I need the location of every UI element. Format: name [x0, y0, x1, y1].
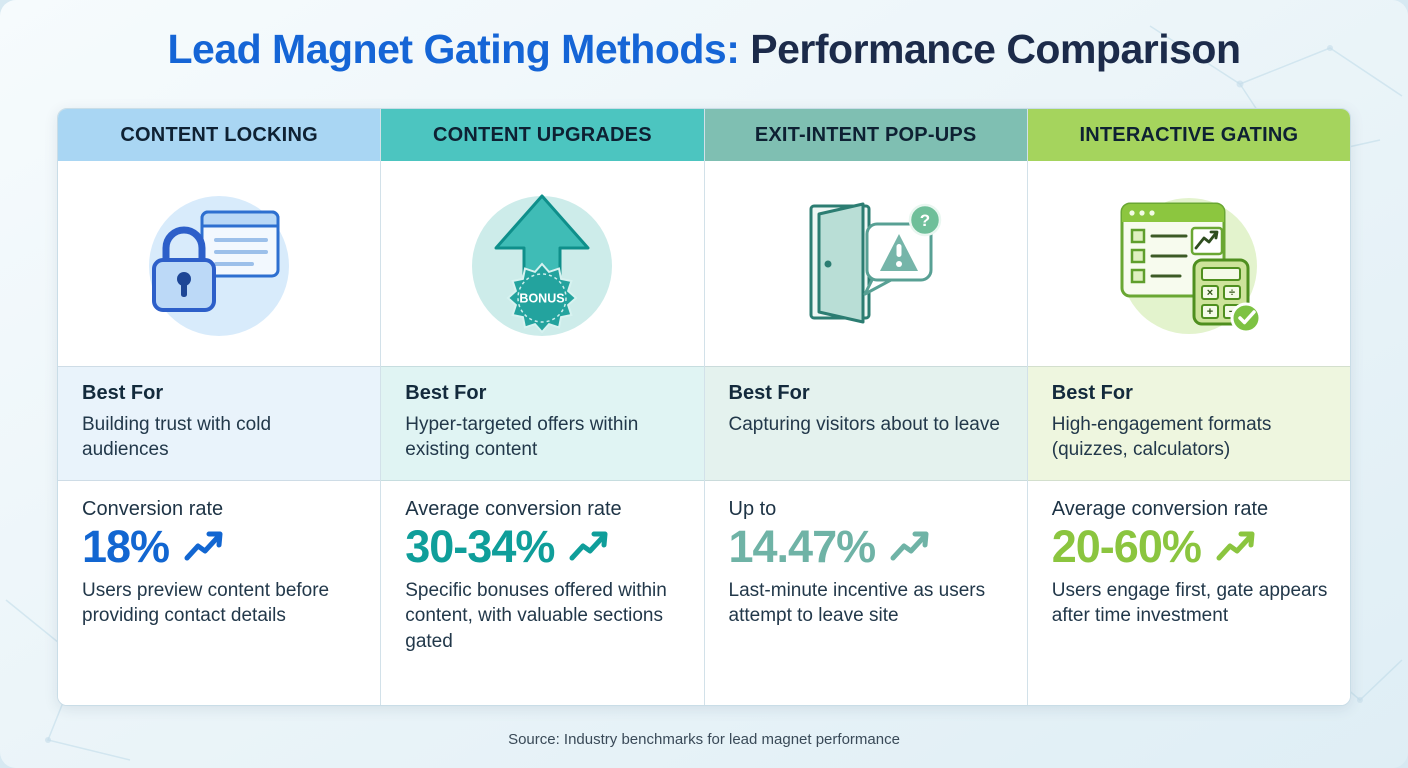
column-header-interactive-gating: INTERACTIVE GATING: [1027, 109, 1350, 161]
svg-text:+: +: [1207, 306, 1213, 318]
comparison-table: CONTENT LOCKING: [57, 108, 1351, 706]
quiz-calculator-icon: ×÷ +−: [1120, 197, 1262, 334]
best-for-cell: Best For Capturing visitors about to lea…: [704, 366, 1027, 481]
best-for-label: Best For: [1051, 382, 1133, 404]
stat-row: 20-60%: [1052, 524, 1330, 569]
stat-value: 30-34%: [405, 521, 555, 572]
stats-cell: Average conversion rate 30-34% Specific …: [381, 481, 704, 705]
stat-value: 20-60%: [1051, 521, 1202, 572]
column-icon-cell: BONUS: [381, 161, 704, 366]
best-for-text: High-engagement formats (quizzes, calcul…: [1051, 414, 1272, 461]
column-content-upgrades: CONTENT UPGRADES BONUS Best For Hyper-ta…: [381, 109, 705, 705]
stat-value: 14.47%: [728, 521, 877, 572]
best-for-label: Best For: [728, 382, 810, 404]
trend-up-icon: [569, 531, 608, 560]
svg-text:?: ?: [919, 211, 929, 230]
best-for-label: Best For: [82, 382, 164, 404]
stat-description: Users engage first, gate appears after t…: [1051, 580, 1328, 627]
page-title-secondary: Performance Comparison: [739, 26, 1241, 72]
stats-cell: Average conversion rate 20-60% Users eng…: [1027, 481, 1350, 705]
column-header-content-locking: CONTENT LOCKING: [58, 109, 381, 161]
trend-up-icon: [184, 531, 223, 560]
lock-and-document-icon: [149, 195, 290, 336]
trend-up-icon: [1216, 531, 1255, 560]
upgrade-arrow-bonus-icon: BONUS: [472, 194, 613, 336]
stat-description: Users preview content before providing c…: [82, 580, 330, 627]
trend-up-icon: [890, 531, 929, 560]
stat-value: 18%: [82, 521, 170, 572]
column-icon-cell: [58, 161, 381, 366]
column-content-locking: CONTENT LOCKING: [58, 109, 382, 705]
best-for-label: Best For: [405, 382, 487, 404]
stats-cell: Conversion rate 18% Users preview conten…: [58, 481, 381, 705]
stat-description: Last-minute incentive as users attempt t…: [728, 580, 986, 627]
stat-description: Specific bonuses offered within content,…: [405, 580, 667, 652]
best-for-cell: Best For Building trust with cold audien…: [58, 366, 381, 481]
source-note: Source: Industry benchmarks for lead mag…: [508, 731, 900, 748]
stat-row: 14.47%: [729, 524, 1007, 569]
page-title-primary: Lead Magnet Gating Methods:: [167, 26, 740, 72]
stat-row: 18%: [82, 524, 360, 569]
best-for-cell: Best For High-engagement formats (quizze…: [1027, 366, 1350, 481]
svg-text:×: ×: [1207, 287, 1213, 299]
stat-row: 30-34%: [405, 524, 683, 569]
stat-label: Up to: [728, 498, 777, 520]
svg-text:÷: ÷: [1229, 287, 1235, 299]
stat-label: Average conversion rate: [405, 498, 622, 520]
bonus-badge-label: BONUS: [520, 291, 565, 305]
page-title: Lead Magnet Gating Methods: Performance …: [0, 26, 1408, 73]
column-header-content-upgrades: CONTENT UPGRADES: [381, 109, 704, 161]
column-exit-intent-popups: EXIT-INTENT POP-UPS ? Best For Cap: [704, 109, 1028, 705]
column-interactive-gating: INTERACTIVE GATING: [1027, 109, 1350, 705]
best-for-text: Building trust with cold audiences: [82, 414, 272, 461]
exit-door-popup-icon: ?: [809, 202, 941, 323]
column-icon-cell: ×÷ +−: [1027, 161, 1350, 366]
best-for-cell: Best For Hyper-targeted offers within ex…: [381, 366, 704, 481]
stat-label: Average conversion rate: [1051, 498, 1269, 520]
best-for-text: Capturing visitors about to leave: [728, 414, 1000, 435]
stats-cell: Up to 14.47% Last-minute incentive as us…: [704, 481, 1027, 705]
column-icon-cell: ?: [704, 161, 1027, 366]
column-header-exit-intent: EXIT-INTENT POP-UPS: [704, 109, 1027, 161]
stat-label: Conversion rate: [82, 498, 224, 520]
best-for-text: Hyper-targeted offers within existing co…: [405, 414, 639, 461]
